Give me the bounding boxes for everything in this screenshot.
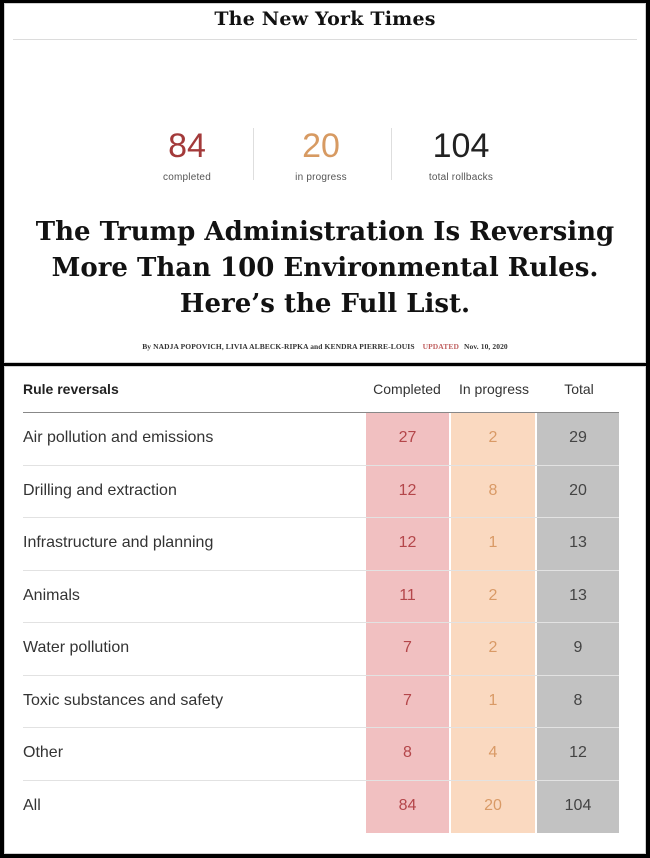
stat-divider <box>391 128 392 180</box>
row-category: Air pollution and emissions <box>23 429 214 446</box>
in-progress-column-background <box>451 413 535 833</box>
table-row: Toxic substances and safety 7 1 8 <box>5 676 645 728</box>
header-completed: Completed <box>373 381 441 397</box>
stat-completed-label: completed <box>163 172 211 183</box>
row-total: 29 <box>569 429 587 446</box>
table-row: Other 8 4 12 <box>5 728 645 781</box>
headline-line-2: More Than 100 Environmental Rules. <box>51 253 599 283</box>
masthead-logo[interactable]: The New York Times <box>214 8 436 30</box>
row-total: 12 <box>569 744 587 761</box>
headline-line-3: Here’s the Full List. <box>179 289 471 319</box>
row-category: Animals <box>23 586 80 604</box>
stat-in-progress-value: 20 <box>302 127 340 165</box>
row-in-progress: 2 <box>488 429 498 446</box>
row-in-progress: 1 <box>488 691 498 709</box>
row-completed: 12 <box>398 534 417 551</box>
row-category: Toxic substances and safety <box>23 691 224 709</box>
header-total: Total <box>564 381 594 397</box>
stat-divider <box>253 128 254 180</box>
row-divider <box>23 569 619 571</box>
table-row: Air pollution and emissions 27 2 29 <box>5 413 645 466</box>
table-row: Infrastructure and planning 12 1 13 <box>5 518 645 571</box>
row-divider <box>23 674 619 676</box>
rule-reversals-table: Rule reversals Completed In progress Tot… <box>4 366 646 854</box>
row-divider <box>23 622 619 623</box>
row-completed: 11 <box>399 586 416 604</box>
row-category: Water pollution <box>23 639 130 656</box>
row-total: 20 <box>569 481 587 499</box>
stat-total-label: total rollbacks <box>428 172 494 183</box>
article-header-panel: The New York Times 84 completed 20 in pr… <box>4 3 646 363</box>
row-in-progress: 20 <box>484 796 502 814</box>
row-total: 13 <box>569 586 587 604</box>
stat-in-progress: 20 in progress <box>251 126 391 183</box>
stat-completed-value: 84 <box>168 127 206 165</box>
row-in-progress: 1 <box>488 534 498 551</box>
row-category: Drilling and extraction <box>23 481 177 499</box>
byline: By NADJA POPOVICH, LIVIA ALBECK-RIPKA an… <box>5 342 645 351</box>
row-total: 9 <box>573 639 583 656</box>
row-total: 13 <box>569 534 587 551</box>
stat-completed: 84 completed <box>117 126 257 183</box>
row-in-progress: 8 <box>488 481 498 499</box>
completed-column-background <box>366 413 449 833</box>
row-total: 8 <box>573 691 583 709</box>
table-row: Drilling and extraction 12 8 20 <box>5 466 645 518</box>
row-completed: 27 <box>398 429 417 446</box>
stat-total: 104 total rollbacks <box>391 126 531 183</box>
row-completed: 7 <box>403 639 412 656</box>
article-headline: The Trump Administration Is Reversing Mo… <box>25 214 625 322</box>
row-category: All <box>23 796 41 814</box>
stats-summary: 84 completed 20 in progress 104 total ro… <box>5 126 645 196</box>
row-in-progress: 4 <box>488 744 498 761</box>
stat-total-value: 104 <box>432 127 490 165</box>
table-row: Animals 11 2 13 <box>5 571 645 623</box>
masthead-divider <box>13 39 637 40</box>
headline-line-1: The Trump Administration Is Reversing <box>35 217 615 247</box>
updated-label: UPDATED <box>422 342 459 351</box>
row-divider <box>23 517 619 518</box>
header-in-progress: In progress <box>458 381 530 397</box>
row-completed: 7 <box>403 691 412 709</box>
row-category: Infrastructure and planning <box>23 534 214 551</box>
row-completed: 8 <box>403 744 412 761</box>
table-row: Water pollution 7 2 9 <box>5 623 645 676</box>
table-header: Rule reversals Completed In progress Tot… <box>5 367 645 412</box>
row-completed: 12 <box>398 481 417 499</box>
row-in-progress: 2 <box>488 586 498 604</box>
updated-date: Nov. 10, 2020 <box>463 342 508 351</box>
row-divider <box>23 779 619 781</box>
row-divider <box>23 464 619 466</box>
row-category: Other <box>23 744 64 761</box>
stat-in-progress-label: in progress <box>295 172 347 183</box>
total-column-background <box>537 413 619 833</box>
row-total: 104 <box>564 796 592 814</box>
header-divider <box>23 412 619 413</box>
table-row-all: All 84 20 104 <box>5 781 645 834</box>
row-divider <box>23 727 619 728</box>
row-completed: 84 <box>398 796 417 814</box>
byline-authors: By NADJA POPOVICH, LIVIA ALBECK-RIPKA an… <box>142 342 415 351</box>
row-in-progress: 2 <box>488 639 498 656</box>
header-rule-reversals: Rule reversals <box>23 381 119 397</box>
